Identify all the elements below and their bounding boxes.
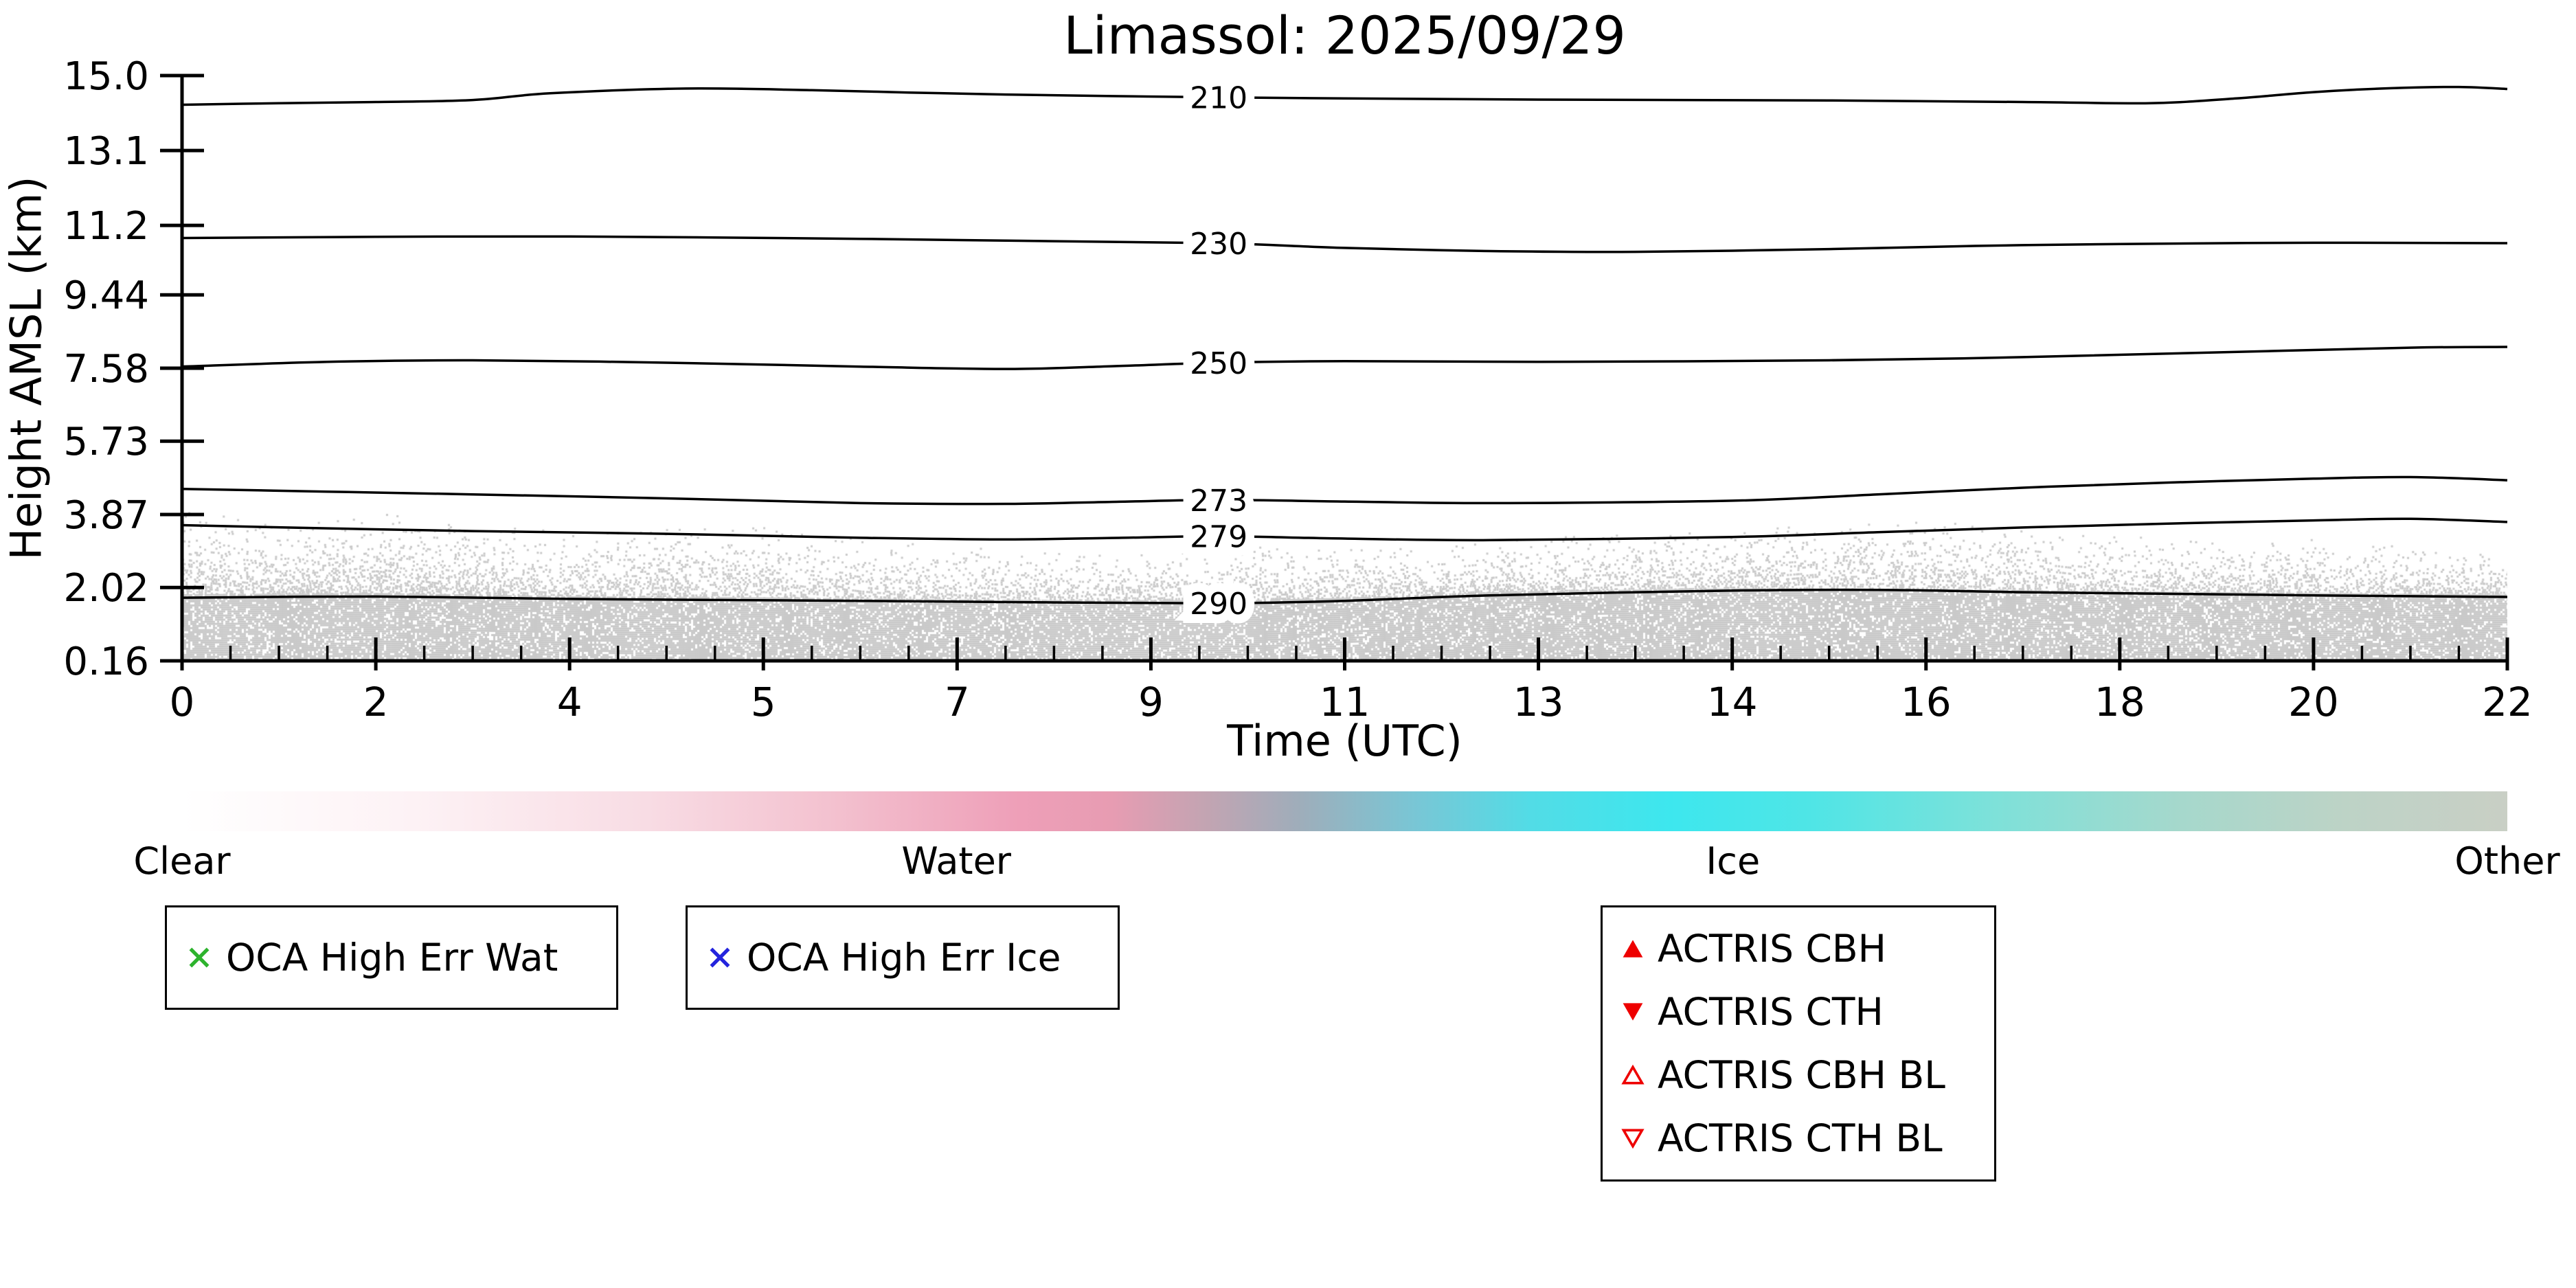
- legend-label: OCA High Err Wat: [226, 936, 558, 980]
- triangle-up-open-icon: [1621, 1064, 1645, 1085]
- y-tick-label: 11.2: [63, 204, 149, 249]
- legend-item-actris-cbh: ACTRIS CBH: [1620, 927, 1994, 971]
- legend-label: ACTRIS CBH: [1658, 927, 1886, 971]
- y-tick-label: 9.44: [63, 273, 149, 318]
- triangle-down-open-icon: [1621, 1129, 1645, 1149]
- y-tick-label: 13.1: [63, 129, 149, 174]
- colorbar-gradient: [182, 791, 2507, 831]
- colorbar-label-clear: Clear: [133, 839, 231, 883]
- y-tick-label: 3.87: [63, 493, 149, 538]
- legend-oca-high-err-ice: OCA High Err Ice: [686, 905, 1120, 1010]
- y-tick-label: 7.58: [63, 347, 149, 392]
- cloud-classification-raster: [182, 76, 2507, 661]
- x-marker-green-icon: [189, 947, 210, 968]
- legend-label: ACTRIS CTH: [1658, 990, 1884, 1034]
- isotherm-label-250: 250: [1190, 346, 1247, 381]
- triangle-down-filled-icon: [1623, 1003, 1643, 1021]
- isotherm-250: [181, 346, 2508, 370]
- isotherm-label-273: 273: [1190, 484, 1247, 519]
- colorbar-label-ice: Ice: [1706, 839, 1761, 883]
- x-tick-label: 16: [1901, 679, 1952, 725]
- colorbar-label-water: Water: [901, 839, 1012, 883]
- legend-label: OCA High Err Ice: [747, 936, 1061, 980]
- x-marker-blue-icon: [710, 947, 730, 968]
- x-tick-label: 7: [945, 679, 970, 725]
- legend-label: ACTRIS CBH BL: [1658, 1053, 1945, 1097]
- isotherm-279: [181, 517, 2508, 542]
- isotherm-label-290: 290: [1190, 587, 1247, 622]
- x-tick-label: 11: [1320, 679, 1370, 725]
- x-tick-label: 9: [1138, 679, 1164, 725]
- x-tick-label: 4: [557, 679, 583, 725]
- x-tick-label: 18: [2094, 679, 2145, 725]
- legend-item-actris-cbh-bl: ACTRIS CBH BL: [1620, 1053, 1994, 1097]
- isotherm-273: [181, 475, 2508, 506]
- isotherm-label-210: 210: [1190, 81, 1247, 116]
- x-tick-label: 13: [1513, 679, 1564, 725]
- isotherm-230: [181, 235, 2508, 253]
- triangle-up-filled-icon: [1623, 940, 1643, 958]
- legend-label: ACTRIS CTH BL: [1658, 1116, 1943, 1160]
- x-tick-label: 5: [751, 679, 776, 725]
- x-tick-label: 2: [363, 679, 389, 725]
- x-tick-label: 22: [2482, 679, 2533, 725]
- y-tick-label: 15.0: [63, 54, 149, 99]
- legend-item-actris-cth: ACTRIS CTH: [1620, 990, 1994, 1034]
- x-tick-label: 14: [1707, 679, 1758, 725]
- colorbar-label-other: Other: [2454, 839, 2560, 883]
- chart-title: Limassol: 2025/09/29: [1063, 5, 1626, 66]
- x-axis-title: Time (UTC): [1227, 716, 1462, 766]
- y-tick-label: 0.16: [63, 640, 149, 684]
- x-tick-label: 0: [170, 679, 195, 725]
- y-tick-label: 5.73: [63, 420, 149, 464]
- isotherm-label-279: 279: [1190, 520, 1247, 555]
- x-tick-label: 20: [2288, 679, 2339, 725]
- isotherm-label-230: 230: [1190, 227, 1247, 262]
- legend-oca-high-err-wat: OCA High Err Wat: [165, 905, 618, 1010]
- legend-actris: ACTRIS CBH ACTRIS CTH ACTRIS CBH BL ACTR…: [1601, 905, 1996, 1182]
- y-tick-label: 2.02: [63, 566, 149, 611]
- isotherm-210: [181, 85, 2508, 106]
- legend-item-actris-cth-bl: ACTRIS CTH BL: [1620, 1116, 1994, 1160]
- isotherm-290: [181, 588, 2508, 605]
